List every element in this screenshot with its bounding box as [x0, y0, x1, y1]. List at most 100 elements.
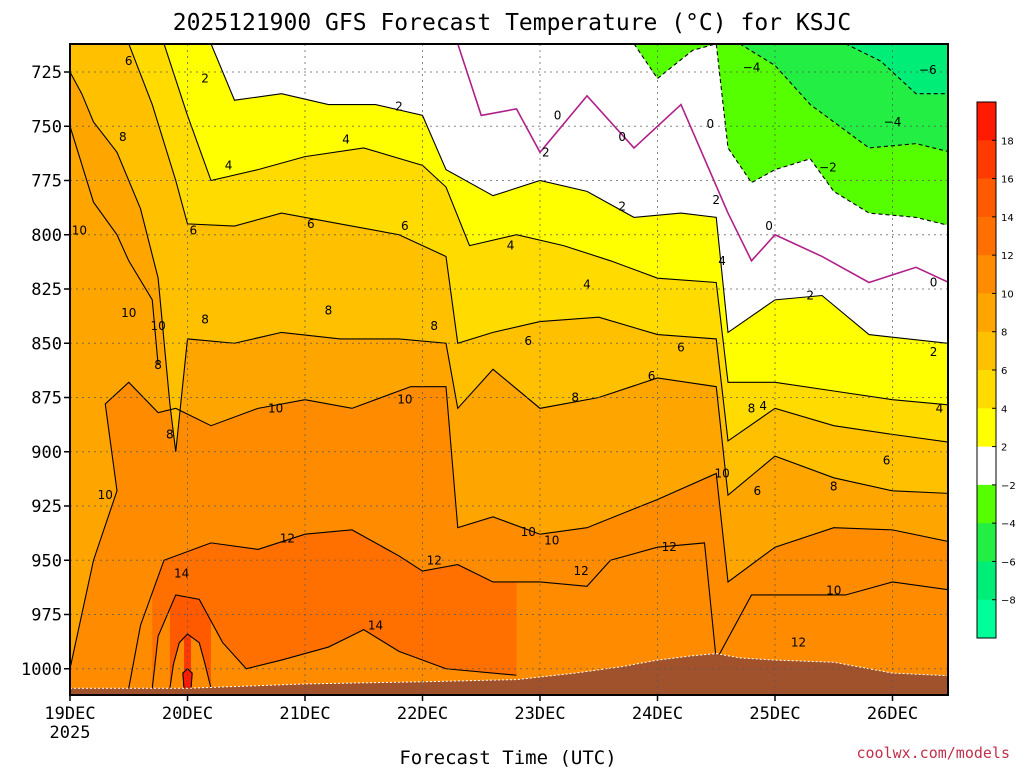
contour-label: 8	[325, 304, 333, 318]
contour-label: 0	[554, 108, 562, 122]
contour-label: 2	[395, 100, 403, 114]
colorbar-swatch	[977, 408, 996, 448]
contour-label: 10	[714, 466, 729, 480]
contour-label: 2	[618, 200, 626, 214]
x-tick-label: 19DEC	[44, 704, 95, 724]
colorbar-swatch	[977, 331, 996, 371]
contour-label: 4	[507, 239, 515, 253]
contour-label: 10	[544, 534, 559, 548]
contour-label: −2	[819, 160, 837, 174]
contour-label: 0	[707, 117, 715, 131]
contour-label: 12	[427, 553, 442, 567]
contour-line	[210, 44, 948, 344]
contour-label: 2	[806, 289, 814, 303]
y-tick-label: 1000	[21, 660, 62, 680]
colorbar-label: 8	[1001, 328, 1007, 339]
colorbar-label: 12	[1001, 251, 1014, 262]
y-tick-label: 875	[31, 389, 62, 409]
credit-text: coolwx.com/models	[856, 744, 1010, 762]
contour-label: 10	[521, 525, 536, 539]
contour-line	[163, 44, 948, 406]
contour-label: 10	[268, 401, 283, 415]
contour-label: 0	[930, 275, 938, 289]
contour-label: 14	[174, 566, 189, 580]
contour-line	[70, 381, 948, 669]
colorbar-label: 6	[1001, 366, 1007, 377]
contour-label: 8	[430, 319, 438, 333]
x-axis-label: Forecast Time (UTC)	[399, 747, 616, 768]
colorbar-label: 18	[1001, 136, 1014, 147]
colorbar-swatch	[977, 523, 996, 562]
contour-label: 6	[401, 219, 409, 233]
ground-layer	[70, 653, 948, 695]
contour-label: 2	[201, 72, 209, 86]
contour-label: 6	[307, 217, 315, 231]
contour-line	[151, 594, 517, 689]
y-tick-label: 750	[31, 117, 62, 137]
ground-fill	[70, 653, 948, 695]
x-tick-label: 22DEC	[397, 704, 448, 724]
colorbar-swatch	[977, 599, 996, 639]
contour-line	[70, 126, 159, 365]
y-tick-label: 775	[31, 172, 62, 192]
contour-label: 4	[759, 399, 767, 413]
contour-line	[169, 633, 212, 689]
x-tick-label: 21DEC	[279, 704, 330, 724]
colorbar-swatch	[977, 561, 996, 601]
contour-line	[739, 44, 948, 153]
contour-label: 2	[712, 193, 720, 207]
colorbar-swatch	[977, 178, 996, 218]
contour-label: 4	[583, 278, 591, 292]
temperature-band	[182, 668, 193, 689]
contour-line	[128, 529, 948, 689]
y-tick-label: 825	[31, 280, 62, 300]
colorbar-swatch	[977, 446, 996, 486]
contour-line	[845, 44, 948, 95]
colorbar-swatch	[977, 255, 996, 294]
contour-label: 6	[677, 341, 685, 355]
contour-label: 6	[754, 484, 762, 498]
chart-title: 2025121900 GFS Forecast Temperature (°C)…	[173, 10, 852, 36]
contour-label: 4	[225, 158, 233, 172]
y-tick-label: 925	[31, 497, 62, 517]
colorbar-label: 4	[1001, 404, 1007, 415]
contour-label: 10	[397, 393, 412, 407]
x-axis: 19DEC 20DEC 21DEC 22DEC 23DEC 24DEC 25DEC 26DEC	[44, 695, 918, 724]
colorbar-swatch	[977, 484, 996, 524]
y-tick-label: 975	[31, 606, 62, 626]
temperature-bands	[70, 44, 948, 689]
contour-label: 2	[930, 345, 938, 359]
colorbar-label: 14	[1001, 213, 1014, 224]
contour-label: 10	[121, 306, 136, 320]
contour-label: 2	[542, 145, 550, 159]
contour-line	[128, 44, 948, 443]
y-tick-label: 850	[31, 334, 62, 354]
contour-label: 4	[936, 401, 944, 415]
contour-label: 6	[648, 369, 656, 383]
contour-label: 8	[119, 130, 127, 144]
contour-label: −6	[919, 63, 937, 77]
contour-label: 4	[342, 132, 350, 146]
contour-label: 12	[662, 540, 677, 554]
contour-label: 12	[573, 564, 588, 578]
y-tick-label: 725	[31, 63, 62, 83]
colorbar: 18 16 14 12 10 8 6 4 2 −2 −4 −6 −8	[976, 101, 1016, 639]
contour-label: 8	[830, 479, 838, 493]
contour-label: 8	[201, 312, 209, 326]
colorbar-label: −6	[1001, 557, 1016, 568]
x-tick-label: 26DEC	[867, 704, 918, 724]
contour-label: 8	[748, 401, 756, 415]
contour-label: 12	[791, 636, 806, 650]
contour-label: −4	[743, 61, 761, 75]
x-tick-label: 24DEC	[632, 704, 683, 724]
x-tick-label: 25DEC	[749, 704, 800, 724]
contour-label: 14	[368, 618, 383, 632]
contour-line	[456, 44, 948, 284]
colorbar-swatch	[977, 140, 996, 180]
grid-lines	[70, 44, 948, 695]
contour-label: 8	[166, 427, 174, 441]
contour-label: 10	[150, 319, 165, 333]
colorbar-swatch	[977, 216, 996, 256]
colorbar-label: 16	[1001, 175, 1014, 186]
